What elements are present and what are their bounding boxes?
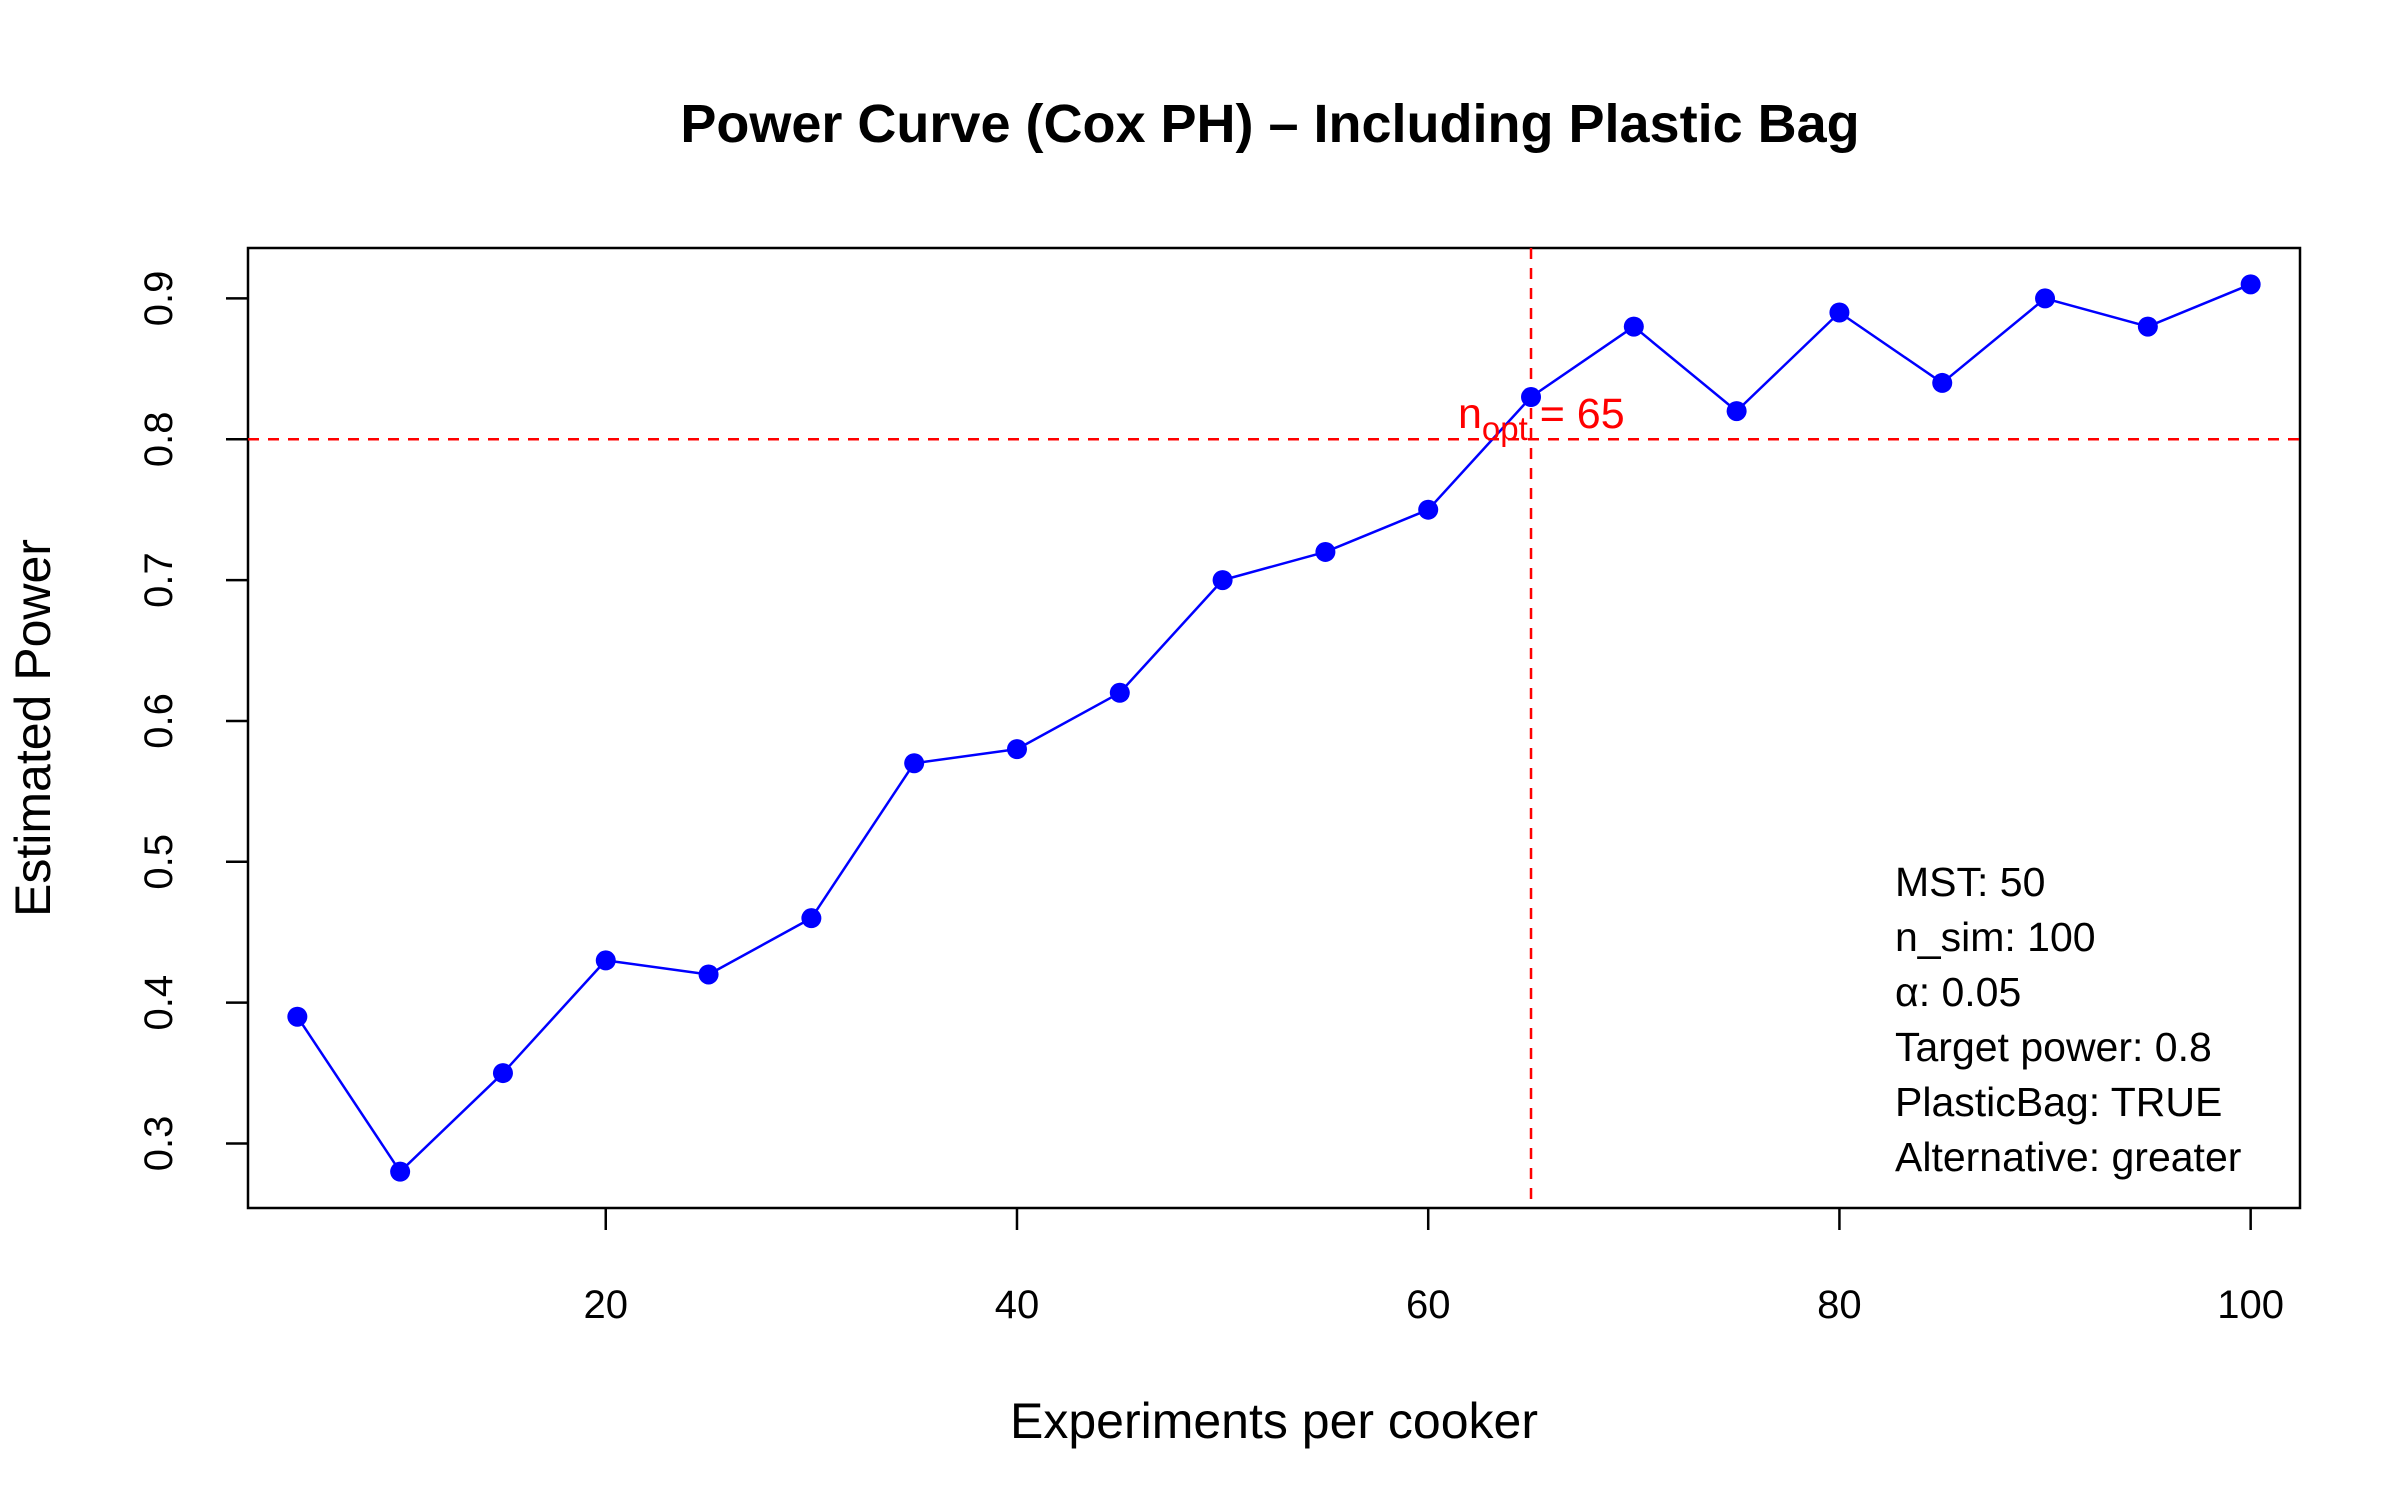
data-point (904, 753, 925, 774)
series-segment (2147, 283, 2252, 328)
series-segment (1530, 325, 1635, 399)
reference-lines (248, 248, 2300, 1208)
series-segment (1427, 396, 1532, 511)
series-layer (287, 274, 2261, 1182)
data-point (1006, 739, 1027, 760)
annotation-subscript: opt (1482, 410, 1528, 447)
info-line-4: PlasticBag: TRUE (1895, 1079, 2222, 1125)
series-segment (296, 1016, 402, 1173)
info-box: MST: 50 n_sim: 100 α: 0.05 Target power: 0.… (1895, 859, 2241, 1180)
y-axis: 0.3 0.4 0.5 0.6 0.7 0.8 0.9 (137, 271, 248, 1172)
info-line-5: Alternative: greater (1895, 1134, 2241, 1180)
annotation-base: n (1458, 390, 1482, 438)
y-tick-label-5: 0.8 (137, 411, 181, 467)
info-line-2: α: 0.05 (1895, 969, 2021, 1015)
series-segment (914, 747, 1018, 765)
series-segment (2044, 297, 2149, 328)
annotation-rest: = 65 (1528, 390, 1625, 438)
series-segment (605, 959, 709, 976)
series-segment (707, 917, 812, 976)
info-line-3: Target power: 0.8 (1895, 1024, 2212, 1070)
data-point (595, 950, 616, 971)
data-point (801, 908, 822, 929)
series-segment (1941, 297, 2046, 384)
series-segment (1633, 325, 1738, 413)
data-point (1726, 401, 1747, 422)
data-point (1212, 570, 1233, 591)
data-point (2137, 316, 2158, 337)
x-tick-label-3: 80 (1817, 1283, 1862, 1327)
x-tick-label-1: 40 (995, 1283, 1040, 1327)
series-segment (1118, 579, 1224, 694)
chart-title: Power Curve (Cox PH) – Including Plastic… (680, 94, 1859, 154)
data-point (390, 1161, 411, 1182)
info-line-1: n_sim: 100 (1895, 914, 2096, 960)
y-tick-label-6: 0.9 (137, 271, 181, 327)
y-tick-label-1: 0.4 (137, 975, 181, 1031)
data-point (1418, 499, 1439, 520)
y-tick-label-3: 0.6 (137, 693, 181, 749)
series-segment (1016, 691, 1121, 751)
x-axis-label: Experiments per cooker (1010, 1393, 1538, 1449)
series-segment (399, 1072, 504, 1173)
data-point (2035, 288, 2056, 309)
series-segment (810, 762, 916, 919)
x-tick-label-0: 20 (584, 1283, 629, 1327)
data-point (698, 964, 719, 985)
data-point (1315, 541, 1336, 562)
series-segment (1324, 508, 1429, 554)
optimal-n-annotation: nopt = 65 (1458, 390, 1625, 447)
data-point (287, 1006, 308, 1027)
data-point (1521, 387, 1542, 408)
x-axis: 20 40 60 80 100 (584, 1208, 2284, 1327)
data-point (1623, 316, 1644, 337)
series-segment (1735, 311, 1841, 413)
series-segment (1838, 311, 1943, 384)
data-point (2240, 274, 2261, 295)
y-axis-label: Estimated Power (5, 539, 61, 917)
data-point (1109, 682, 1130, 703)
data-point (492, 1063, 513, 1084)
data-point (1829, 302, 1850, 323)
y-tick-label-0: 0.3 (137, 1116, 181, 1172)
plot-frame (246, 246, 2302, 1210)
data-point (1932, 372, 1953, 393)
y-tick-label-4: 0.7 (137, 552, 181, 608)
info-line-0: MST: 50 (1895, 859, 2045, 905)
y-tick-label-2: 0.5 (137, 834, 181, 890)
x-tick-label-2: 60 (1406, 1283, 1451, 1327)
x-tick-label-4: 100 (2217, 1283, 2284, 1327)
series-segment (1222, 550, 1326, 582)
series-segment (502, 959, 607, 1074)
